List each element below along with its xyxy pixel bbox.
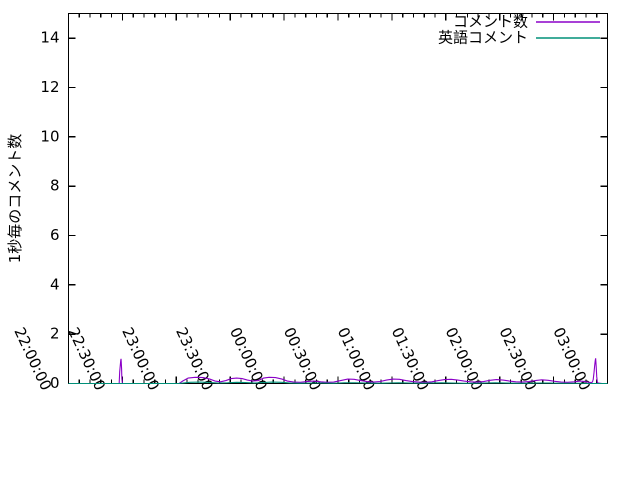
series-group [68, 358, 608, 385]
legend-label: コメント数 [453, 13, 528, 31]
y-tick-label: 14 [40, 29, 59, 47]
y-tick-label: 12 [40, 78, 59, 96]
x-tick-label: 23:00:00 [118, 325, 163, 394]
y-tick-label: 2 [50, 325, 60, 343]
y-axis-ticks: 0 2 4 6 8 10 12 14 [40, 29, 608, 392]
plot-border [67, 12, 609, 385]
y-tick-label: 0 [50, 374, 60, 392]
y-tick-label: 4 [50, 275, 60, 293]
y-tick-label: 10 [40, 127, 59, 145]
x-tick-label: 22:30:00 [64, 325, 109, 394]
legend-label: 英語コメント [438, 29, 528, 47]
series-line [68, 358, 608, 385]
plot-frame [67, 12, 609, 385]
y-axis-title: 1秒毎のコメント数 [6, 134, 24, 264]
x-axis-ticks: 22:00:00 22:30:00 23:00:00 23:30:00 00:00:00… [10, 13, 609, 394]
y-tick-label: 8 [50, 177, 60, 195]
y-axis-title-text: 1秒毎のコメント数 [6, 134, 24, 264]
series-line [68, 381, 608, 385]
x-tick-label: 22:00:00 [10, 325, 55, 394]
y-tick-label: 6 [50, 226, 60, 244]
